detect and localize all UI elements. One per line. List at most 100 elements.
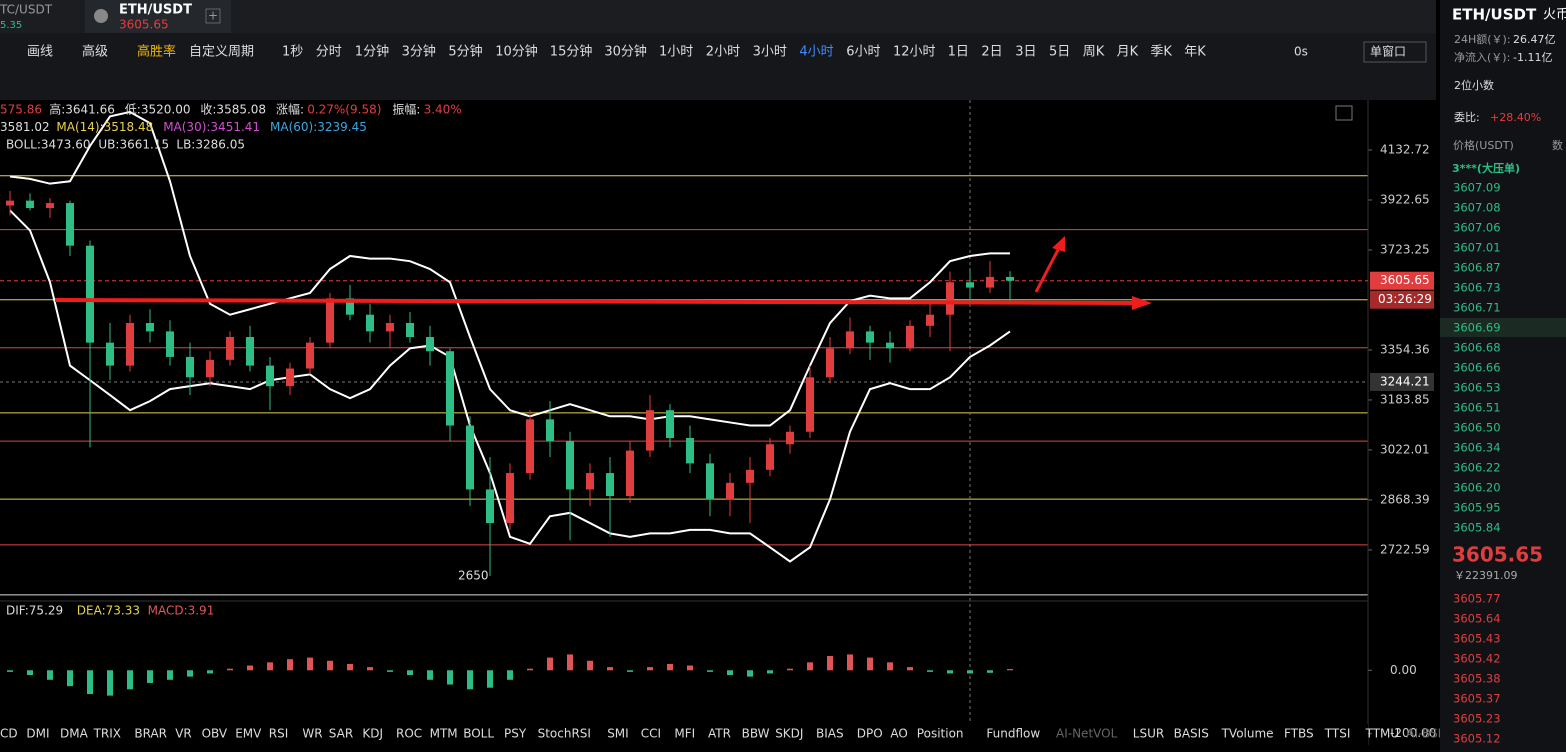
- candle-body: [86, 245, 94, 343]
- indicator-tab[interactable]: BIAS: [816, 727, 844, 741]
- candle-body: [786, 431, 794, 445]
- period-button[interactable]: 月K: [1117, 45, 1139, 60]
- active-tab[interactable]: [85, 0, 231, 33]
- last-price: 3605.65: [1380, 273, 1430, 287]
- indicator-tab[interactable]: AI-BSI: [1406, 727, 1441, 741]
- period-button[interactable]: 3分钟: [402, 44, 436, 60]
- indicator-tab[interactable]: BASIS: [1174, 727, 1209, 741]
- indicator-tab[interactable]: DMA: [60, 727, 89, 741]
- indicator-tab[interactable]: RSI: [269, 727, 289, 741]
- indicator-tab[interactable]: SKDJ: [775, 727, 803, 741]
- indicator-tab[interactable]: Position: [917, 727, 964, 741]
- period-button[interactable]: 5日: [1049, 45, 1070, 60]
- indicator-tab[interactable]: AI-NetVOL: [1056, 727, 1118, 741]
- indicator-tab[interactable]: DPO: [857, 727, 883, 741]
- indicator-tab[interactable]: SAR: [329, 727, 353, 741]
- indicator-tab[interactable]: CD: [0, 727, 18, 741]
- period-button[interactable]: 15分钟: [550, 44, 593, 60]
- ask-price: 3605.84: [1453, 521, 1501, 535]
- fullscreen-icon[interactable]: [1335, 105, 1353, 121]
- period-button[interactable]: 2小时: [706, 45, 740, 60]
- candle-body: [306, 342, 314, 369]
- indicator-tab[interactable]: DMI: [26, 727, 49, 741]
- macd-bar: [427, 670, 433, 680]
- period-button[interactable]: 1日: [948, 45, 969, 60]
- indicator-tab[interactable]: ROC: [396, 727, 422, 741]
- macd-bar: [167, 670, 173, 680]
- indicator-tab[interactable]: BBW: [742, 727, 770, 741]
- candle-body: [206, 359, 214, 378]
- indicator-tab[interactable]: TTMU: [1365, 727, 1400, 741]
- period-button[interactable]: 10分钟: [495, 44, 538, 60]
- indicator-tab[interactable]: TRIX: [93, 727, 121, 741]
- macd-bar: [367, 667, 373, 671]
- period-button[interactable]: 12小时: [893, 45, 936, 60]
- ask-price: 3606.50: [1453, 421, 1501, 435]
- indicator-tab[interactable]: ATR: [708, 727, 731, 741]
- indicator-tab[interactable]: BRAR: [134, 727, 167, 741]
- macd-bar: [287, 659, 293, 671]
- indicator-tab[interactable]: FTBS: [1284, 727, 1314, 741]
- period-button[interactable]: 分时: [316, 45, 342, 60]
- macd-bar: [147, 670, 153, 683]
- indicator-tab[interactable]: WR: [302, 727, 322, 741]
- indicator-tab[interactable]: LSUR: [1133, 727, 1164, 741]
- decimals-select[interactable]: 2位小数: [1454, 78, 1494, 92]
- indicator-tab[interactable]: Fundflow: [986, 727, 1040, 741]
- period-button[interactable]: 1小时: [659, 45, 693, 60]
- period-button[interactable]: 5分钟: [448, 44, 482, 60]
- y-tick-label: 2868.39: [1380, 492, 1430, 506]
- indicator-tab[interactable]: TTSI: [1324, 727, 1351, 741]
- candle-body: [986, 276, 994, 288]
- indicator-tab[interactable]: TVolume: [1221, 727, 1274, 741]
- indicator-tab[interactable]: MFI: [674, 727, 695, 741]
- indicator-tab[interactable]: KDJ: [362, 727, 383, 741]
- info-text: 3581.02: [0, 120, 50, 134]
- macd-bar: [507, 670, 513, 680]
- macd-bar: [7, 670, 13, 672]
- period-button[interactable]: 高胜率: [137, 44, 176, 60]
- annotation-arrow: [54, 298, 1141, 305]
- period-button[interactable]: 1秒: [282, 45, 303, 60]
- add-tab[interactable]: [205, 8, 221, 24]
- indicator-tab[interactable]: MTM: [430, 727, 458, 741]
- candle-body: [606, 473, 614, 497]
- indicator-tab[interactable]: StochRSI: [538, 727, 591, 741]
- indicator-tab[interactable]: CCI: [641, 727, 661, 741]
- indicator-tab[interactable]: SMI: [607, 727, 629, 741]
- candle-body: [526, 419, 534, 474]
- indicator-tab[interactable]: VR: [175, 727, 192, 741]
- period-button[interactable]: 3日: [1015, 45, 1036, 60]
- add-tab-icon: +: [208, 9, 218, 23]
- macd-bar: [127, 670, 133, 690]
- period-button[interactable]: 季K: [1150, 45, 1172, 60]
- window-select[interactable]: [1363, 41, 1427, 63]
- period-button[interactable]: 6小时: [846, 45, 880, 60]
- indicator-tab[interactable]: PSY: [504, 727, 527, 741]
- candle-body: [506, 473, 514, 524]
- indicator-tab[interactable]: AO: [890, 727, 907, 741]
- macd-bar: [827, 656, 833, 671]
- macd-bar: [987, 670, 993, 673]
- period-button[interactable]: 高级: [82, 44, 108, 60]
- candle-body: [966, 282, 974, 288]
- period-button[interactable]: 2日: [981, 45, 1002, 60]
- bid-price: 3605.37: [1453, 692, 1501, 706]
- macd-bar: [867, 657, 873, 671]
- period-button[interactable]: 自定义周期: [189, 45, 254, 60]
- candle-body: [446, 351, 454, 426]
- period-button[interactable]: 年K: [1184, 45, 1206, 60]
- indicator-tab[interactable]: BOLL: [463, 727, 494, 741]
- y-tick-label: 3723.25: [1380, 242, 1430, 256]
- annotation-arrow: [1034, 245, 1062, 293]
- ask-price: 3606.34: [1453, 441, 1501, 455]
- period-button[interactable]: 30分钟: [604, 44, 647, 60]
- period-button[interactable]: 4小时: [799, 45, 833, 60]
- indicator-tab[interactable]: OBV: [202, 727, 228, 741]
- period-button[interactable]: 周K: [1083, 45, 1105, 60]
- period-button[interactable]: 3小时: [753, 45, 787, 60]
- period-button[interactable]: 1分钟: [355, 44, 389, 60]
- indicator-tab[interactable]: EMV: [235, 727, 262, 741]
- big-order: 3***(大压单): [1452, 161, 1520, 175]
- period-button[interactable]: 画线: [27, 45, 53, 60]
